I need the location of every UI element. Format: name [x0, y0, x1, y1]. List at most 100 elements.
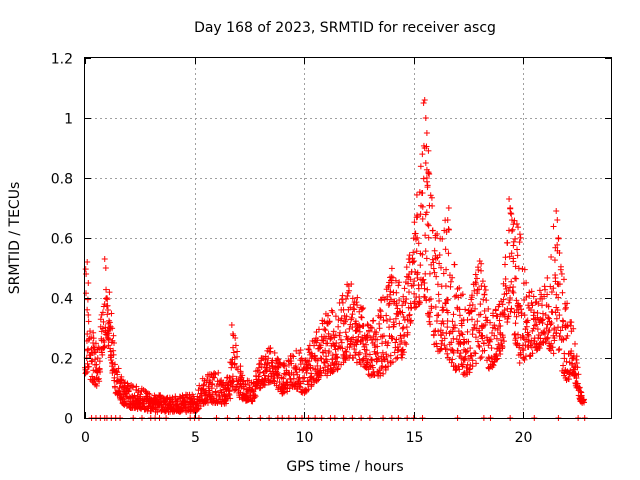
data-point [411, 278, 418, 285]
data-point [482, 321, 489, 328]
data-point [550, 350, 557, 357]
data-point [563, 304, 570, 311]
data-point [276, 379, 283, 386]
data-point [422, 232, 429, 239]
data-point [317, 355, 324, 362]
data-point [229, 331, 236, 337]
data-point [510, 284, 517, 291]
data-point [469, 301, 476, 308]
data-point [508, 228, 515, 235]
data-point [334, 365, 341, 372]
data-point [329, 368, 336, 375]
data-point [280, 375, 287, 382]
data-point [385, 363, 392, 370]
data-point [401, 339, 408, 346]
data-point [515, 331, 522, 338]
data-point [313, 377, 320, 384]
x-tick-label: 15 [406, 430, 424, 446]
data-point [324, 358, 331, 365]
data-point [404, 329, 411, 336]
data-point [515, 309, 522, 316]
data-point [396, 279, 403, 286]
data-point [573, 360, 580, 367]
data-point [336, 343, 343, 350]
data-point [98, 311, 105, 318]
data-point [275, 356, 282, 363]
data-point [352, 352, 359, 359]
data-point [556, 250, 563, 256]
data-point [420, 100, 427, 106]
data-point [252, 393, 259, 400]
data-point [419, 190, 426, 196]
data-point [553, 330, 560, 337]
data-point [426, 309, 433, 316]
data-point [439, 235, 446, 242]
data-point [508, 278, 515, 285]
data-point [513, 275, 520, 282]
data-point [475, 286, 482, 293]
data-point [382, 366, 389, 373]
data-point [548, 289, 555, 296]
y-axis-label: SRMTID / TECUs [7, 182, 23, 295]
data-point [96, 358, 103, 365]
data-point [391, 321, 398, 328]
data-point [385, 284, 392, 291]
data-point [239, 378, 246, 385]
data-point [505, 299, 512, 306]
data-point [575, 371, 582, 378]
data-point [264, 361, 271, 368]
data-point [467, 345, 474, 352]
data-point [531, 309, 538, 316]
data-point [555, 347, 562, 354]
data-point [392, 277, 399, 284]
data-point [301, 374, 308, 381]
data-points [82, 97, 588, 421]
data-point [545, 314, 552, 321]
data-point [419, 251, 426, 258]
data-point [530, 293, 537, 300]
data-point [387, 288, 394, 295]
data-point [399, 325, 406, 332]
data-point [385, 339, 392, 346]
data-point [556, 312, 563, 319]
data-point [315, 376, 322, 383]
x-tick-label: 10 [296, 430, 314, 446]
data-point [464, 316, 471, 323]
data-point [397, 341, 404, 348]
data-point [353, 299, 360, 306]
data-point [511, 330, 518, 337]
data-point [560, 276, 567, 283]
data-point [274, 355, 281, 362]
data-point [414, 213, 421, 220]
data-point [388, 273, 395, 280]
data-point [500, 311, 507, 318]
data-point [379, 333, 386, 340]
data-point [497, 322, 504, 329]
data-point [517, 234, 524, 241]
data-point [322, 327, 329, 334]
data-point [389, 274, 396, 281]
data-point [351, 346, 358, 353]
data-point [535, 300, 542, 307]
data-point [508, 217, 515, 224]
data-point [436, 297, 443, 304]
tick-labels: 0 5 10 15 20 0 0.2 0.4 0.6 0.8 1 1.2 [51, 52, 533, 447]
data-point [290, 353, 297, 360]
data-point [477, 301, 484, 308]
data-point [106, 319, 113, 326]
data-point [237, 368, 244, 375]
data-point [288, 379, 295, 386]
data-point [546, 315, 553, 322]
data-point [85, 311, 92, 318]
data-point [349, 295, 356, 302]
data-point [289, 352, 296, 359]
data-point [102, 295, 109, 302]
data-point [512, 320, 519, 327]
data-point [364, 359, 371, 366]
data-point [528, 337, 535, 344]
data-point [281, 363, 288, 370]
data-point [568, 319, 575, 326]
data-point [431, 269, 438, 276]
data-point [407, 319, 414, 326]
data-point [544, 291, 551, 298]
